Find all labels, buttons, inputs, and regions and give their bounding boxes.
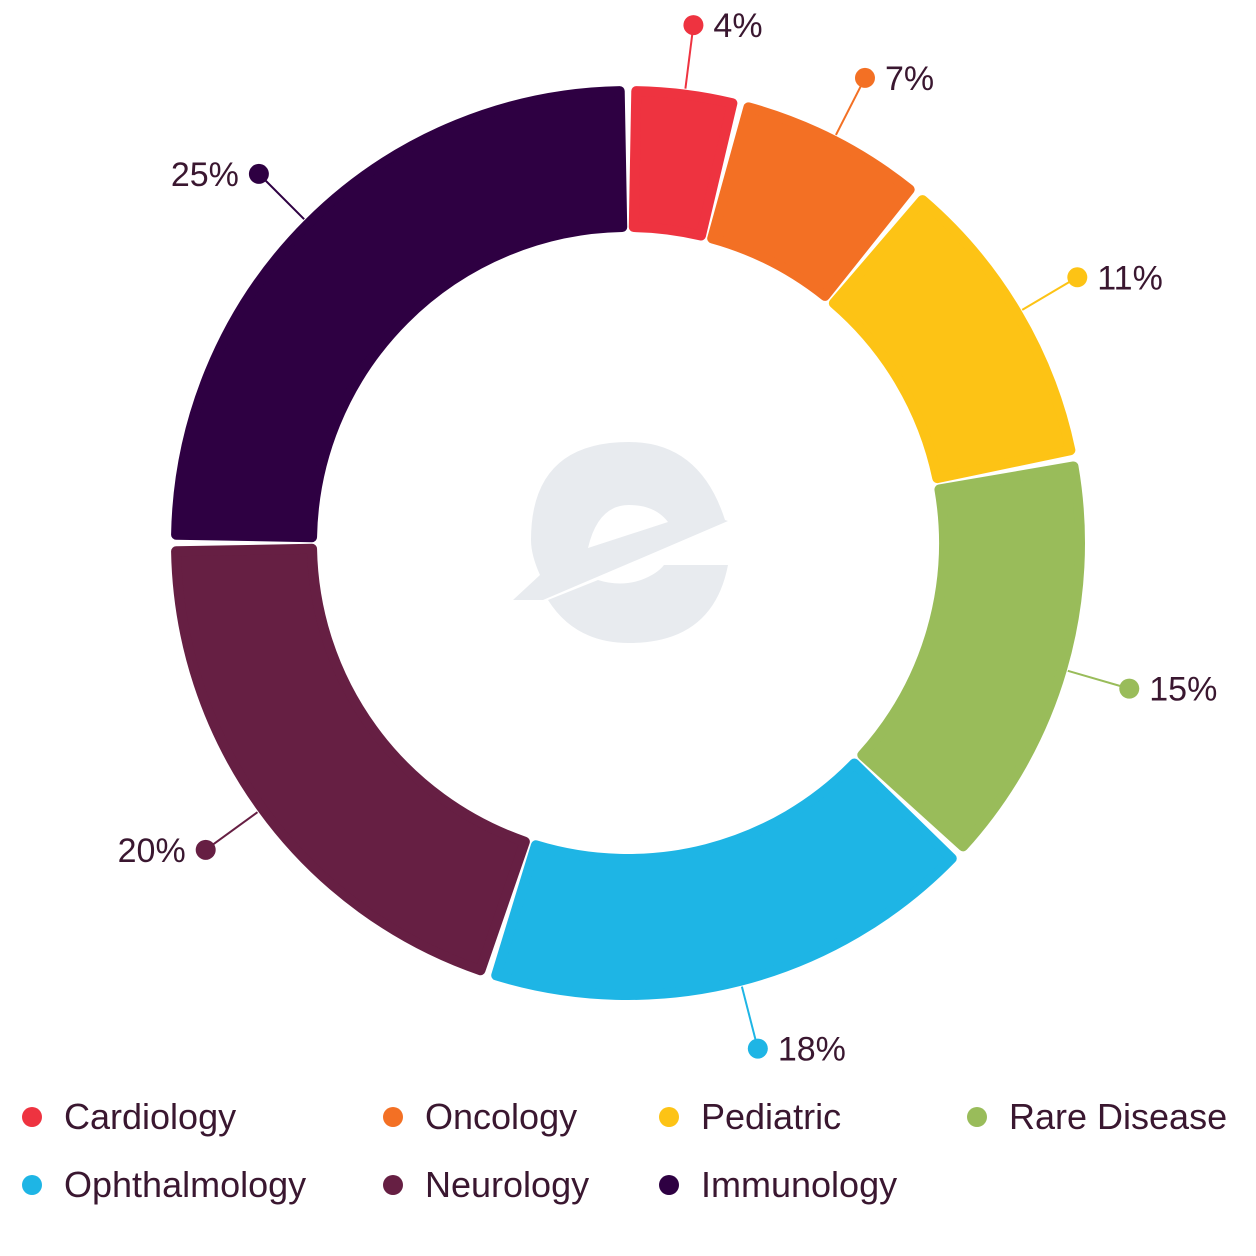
legend-swatch-icon [22, 1107, 42, 1127]
legend-label: Immunology [701, 1164, 898, 1205]
data-label: 4% [713, 7, 762, 45]
leader-dot [195, 839, 216, 860]
legend-swatch-icon [383, 1175, 403, 1195]
leader-line [258, 173, 305, 220]
leader-dot [1067, 267, 1088, 288]
slice-rare-disease [857, 461, 1085, 852]
leader-dot [1119, 678, 1140, 699]
slice-pediatric [828, 195, 1076, 484]
leader-lines [195, 15, 1140, 1059]
logo-watermark-icon [513, 442, 728, 643]
legend-label: Ophthalmology [64, 1164, 307, 1205]
leader-dot [854, 67, 875, 88]
legend-item: Neurology [383, 1160, 589, 1210]
legend-item: Immunology [659, 1160, 897, 1210]
data-label: 25% [171, 156, 239, 194]
legend-swatch-icon [22, 1175, 42, 1195]
leader-line [835, 77, 866, 136]
leader-dot [747, 1038, 768, 1059]
leader-dot [683, 15, 704, 36]
legend-label: Neurology [425, 1164, 590, 1205]
data-label: 20% [118, 832, 186, 870]
legend-item: Pediatric [659, 1092, 841, 1142]
slice-neurology [171, 543, 530, 976]
legend-item: Rare Disease [967, 1092, 1227, 1142]
leader-line [1021, 276, 1078, 311]
donut-slices [171, 86, 1085, 1000]
leader-dot [248, 163, 269, 184]
legend-swatch-icon [967, 1107, 987, 1127]
percentage-labels: 4% 7% 11% 15% 18% 20% 25% [118, 7, 1218, 1068]
legend-swatch-icon [659, 1175, 679, 1195]
data-label: 11% [1097, 259, 1163, 297]
slice-cardiology [628, 86, 738, 241]
legend-item: Oncology [383, 1092, 577, 1142]
donut-chart: 4% 7% 11% 15% 18% 20% 25% [118, 7, 1218, 1068]
legend-label: Cardiology [64, 1096, 237, 1137]
leader-line [1067, 669, 1130, 690]
legend-label: Pediatric [701, 1096, 842, 1137]
legend-item: Cardiology [22, 1092, 236, 1142]
chart-legend: Cardiology Oncology Pediatric Rare Disease O… [0, 1096, 1256, 1255]
data-label: 18% [778, 1031, 846, 1069]
legend-label: Oncology [425, 1096, 578, 1137]
legend-swatch-icon [659, 1107, 679, 1127]
legend-item: Ophthalmology [22, 1160, 306, 1210]
legend-label: Rare Disease [1009, 1096, 1228, 1137]
leader-line [684, 24, 695, 89]
slice-ophthalmology [491, 758, 957, 1000]
data-label: 15% [1149, 671, 1217, 709]
slice-oncology [707, 102, 915, 301]
leader-line [740, 986, 759, 1049]
leader-line [205, 811, 259, 851]
slice-immunology [171, 86, 628, 543]
data-label: 7% [885, 60, 934, 98]
legend-swatch-icon [383, 1107, 403, 1127]
